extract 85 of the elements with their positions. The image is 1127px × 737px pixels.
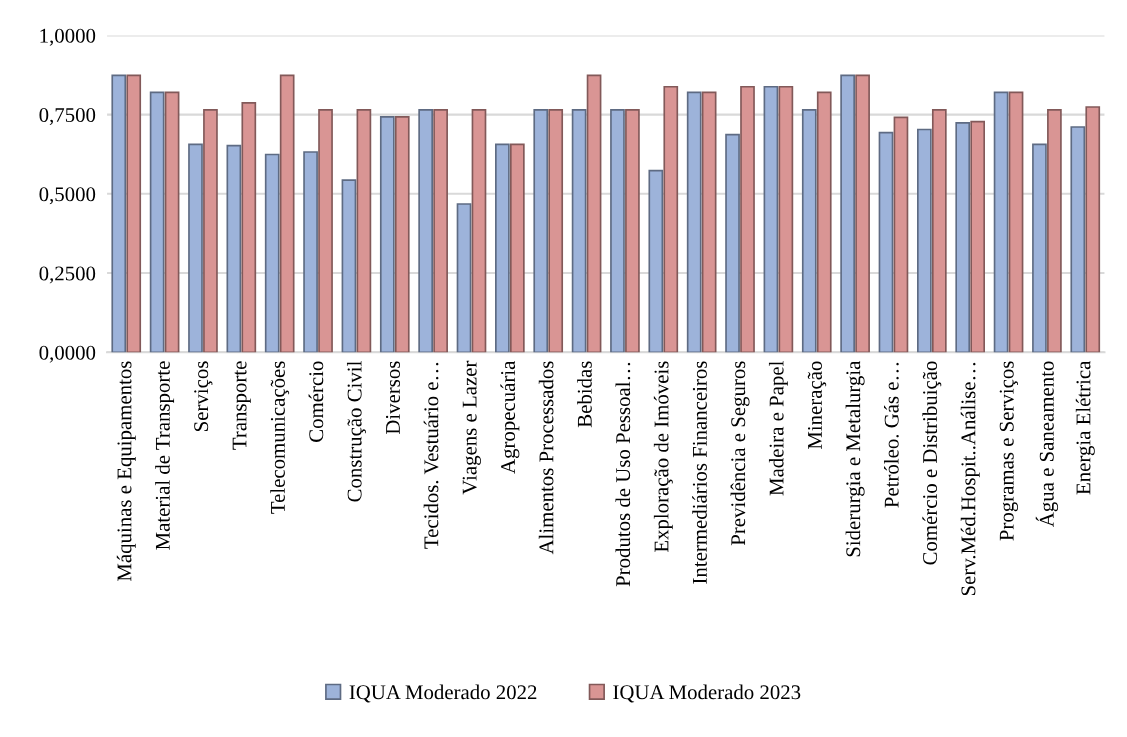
x-tick-label: Alimentos Processados [538,361,554,555]
x-tick-label: Água e Saneamento [1035,361,1059,528]
x-tick-label: Material de Transporte [155,361,175,550]
bar [264,153,280,353]
x-tick-label: Petróleo. Gás e… [884,362,899,508]
x-tick-label: Previdência e Seguros [730,361,750,546]
bar [916,128,932,353]
bar [203,109,218,353]
bar [571,109,587,353]
y-tick-label: 0,0000 [39,345,96,363]
bar [970,120,986,353]
bar [471,109,487,353]
x-tick-label: Construção Civil [346,361,366,502]
bar [241,102,257,353]
bar [394,115,410,353]
y-tick-label: 1,0000 [40,28,96,46]
x-tick-label: Serv.Méd.Hospit..Análise… [960,362,980,596]
bar [1070,126,1086,353]
x-tick-label: Energia Elétrica [1075,360,1095,495]
x-tick-label: Máquinas e Equipamentos [116,361,136,582]
bar [533,109,549,353]
bar [149,91,165,353]
bar [318,109,333,353]
bar [418,109,434,353]
bar [801,109,817,353]
bar [1032,143,1047,353]
bar [878,131,894,353]
bar [686,91,702,353]
legend-label: IQUA Moderado 2023 [613,684,801,703]
legend-label: IQUA Moderado 2022 [349,684,537,703]
bar [126,74,142,353]
bar [778,85,794,353]
y-tick-label: 0,7500 [39,107,96,126]
bar [303,151,318,353]
bar [931,109,947,353]
x-tick-label: Comércio e Distribuição [922,361,942,565]
bar [1085,106,1101,353]
x-tick-label: Tecidos. Vestuário e… [423,362,439,549]
bar [955,122,971,353]
bar [495,143,510,353]
bar [226,144,242,353]
x-tick-label: Serviços [194,361,213,431]
bar [993,91,1009,353]
y-tick-label: 0,5000 [39,187,96,205]
x-tick-label: Programas e Serviços [999,361,1018,541]
bar [610,109,625,353]
bar [840,74,855,353]
bar [164,91,180,353]
bar [663,85,679,353]
bar [509,143,525,353]
bar [763,85,779,353]
bar [356,109,372,353]
bar [433,109,448,353]
bar [855,74,870,353]
x-tick-label: Comércio [308,361,324,442]
bar [1008,91,1024,353]
x-tick-label: Agropecuária [500,360,520,474]
bar [548,109,564,353]
bar [648,169,664,353]
x-tick-label: Siderurgia e Metalurgia [845,360,865,557]
bar [379,115,395,353]
x-tick-label: Exploração de Imóveis [653,361,673,553]
bar [111,74,127,353]
x-tick-label: Produtos de Uso Pessoal… [615,362,631,587]
bar [279,74,295,353]
x-tick-label: Madeira e Papel [768,361,788,496]
x-tick-label: Transporte [232,361,251,450]
bar [816,91,832,353]
x-tick-label: Intermediários Financeiros [692,361,707,584]
y-tick-label: 0,2500 [39,266,96,284]
x-tick-label: Viagens e Lazer [462,360,481,495]
bar [456,203,472,353]
bar [625,109,640,353]
x-tick-label: Telecomunicações [270,361,290,514]
x-tick-label: Mineração [807,361,827,450]
bar [740,85,755,353]
bar [725,133,740,353]
bar [188,143,203,353]
bar [893,116,909,353]
bar [1047,109,1062,353]
bar [701,91,717,353]
x-tick-label: Diversos [385,361,400,435]
bar [341,179,357,353]
bar [586,74,602,353]
x-tick-label: Bebidas [577,361,592,428]
